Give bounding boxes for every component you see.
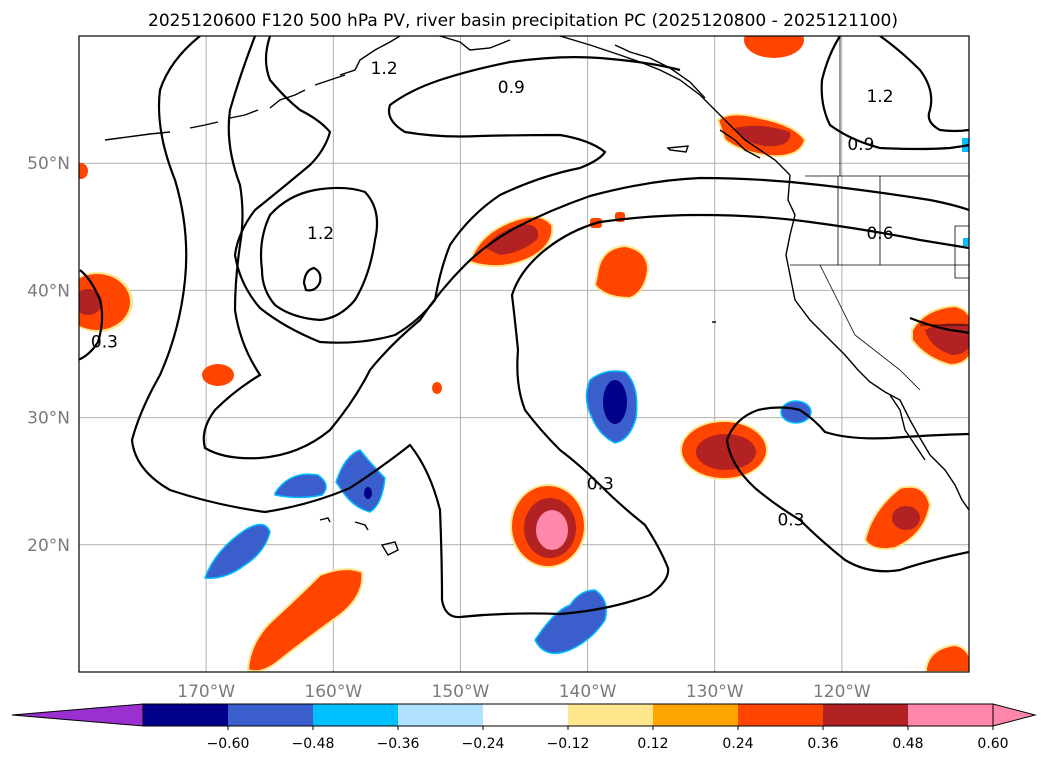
colorbar-segment	[823, 704, 908, 726]
precip-blob-neg-3	[203, 523, 271, 579]
colorbar-segment	[653, 704, 738, 726]
colorbar-tick-label: −0.36	[377, 736, 420, 752]
colorbar-segment	[908, 704, 993, 726]
lat-tick-label: 50°N	[27, 154, 70, 174]
colorbar-segment	[568, 704, 653, 726]
colorbar-over-extend	[992, 703, 1037, 727]
colorbar: −0.60 −0.48 −0.36 −0.24 −0.12 0.12 0.24 0.36 0.4…	[11, 703, 1037, 752]
colorbar-tick-label: −0.60	[207, 736, 250, 752]
pv-contour-label: 1.2	[866, 87, 893, 107]
pv-contour-label: 0.3	[587, 475, 614, 495]
precip-blob-pos-10	[925, 643, 969, 672]
pv-contour-label: 0.3	[777, 510, 804, 530]
pv-contour-label: 0.3	[91, 332, 118, 352]
colorbar-tick-label: 0.60	[977, 736, 1008, 752]
colorbar-under-extend	[11, 703, 144, 727]
precip-blob-neg-4	[585, 370, 638, 444]
pv-contour-label: 1.2	[371, 59, 398, 79]
precip-blob-pos-2	[593, 244, 650, 300]
colorbar-segment	[738, 704, 823, 726]
colorbar-segment	[143, 704, 228, 726]
precip-blob-pos-8	[863, 485, 932, 550]
precip-blob-neg-1	[274, 473, 327, 499]
lat-tick-label: 40°N	[27, 281, 70, 301]
lon-tick-label: 170°W	[177, 682, 235, 702]
precip-anomaly-shading	[79, 36, 969, 672]
colorbar-tick-label: 0.12	[637, 736, 668, 752]
precip-blob-pos-9	[246, 568, 364, 672]
colorbar-tick-label: −0.48	[292, 736, 335, 752]
precip-blob-pos-4	[680, 420, 768, 480]
lat-tick-label: 20°N	[27, 536, 70, 556]
colorbar-segment	[228, 704, 313, 726]
lon-tick-label: 120°W	[813, 682, 871, 702]
colorbar-tick-label: 0.36	[807, 736, 838, 752]
plot-frame	[78, 35, 970, 673]
colorbar-tick-label: 0.48	[892, 736, 923, 752]
precip-blob-pos-6	[744, 36, 804, 58]
lon-tick-label: 150°W	[432, 682, 490, 702]
precip-blob-pos-3	[510, 484, 586, 568]
precip-blob-pos-1	[468, 215, 554, 268]
lon-tick-label: 140°W	[559, 682, 617, 702]
precip-blob-neg-5	[534, 589, 607, 655]
colorbar-segment	[483, 704, 568, 726]
pv-contour-label: 0.9	[847, 135, 874, 155]
pv-contour-label: 0.6	[866, 224, 893, 244]
lat-tick-label: 30°N	[27, 409, 70, 429]
colorbar-segment	[313, 704, 398, 726]
colorbar-tick-label: −0.12	[547, 736, 590, 752]
pv-contour-labels: 0.9 1.2 1.2 0.3 0.3 0.3 0.6 0.9 1.2	[91, 59, 894, 531]
precip-blob-neg-6	[780, 400, 812, 424]
map-title: 2025120600 F120 500 hPa PV, river basin …	[148, 11, 898, 31]
pv-contours	[79, 36, 969, 619]
axis-tick-labels: 170°W 160°W 150°W 140°W 130°W 120°W 50°N 40°N 30…	[27, 154, 871, 702]
pv-contour-label: 1.2	[307, 224, 334, 244]
pv-contour-label: 0.9	[498, 78, 525, 98]
precip-blob-west	[79, 272, 133, 332]
lon-tick-label: 130°W	[686, 682, 744, 702]
lon-tick-label: 160°W	[304, 682, 362, 702]
colorbar-segment	[398, 704, 483, 726]
colorbar-tick-label: 0.24	[722, 736, 753, 752]
colorbar-tick-label: −0.24	[462, 736, 505, 752]
